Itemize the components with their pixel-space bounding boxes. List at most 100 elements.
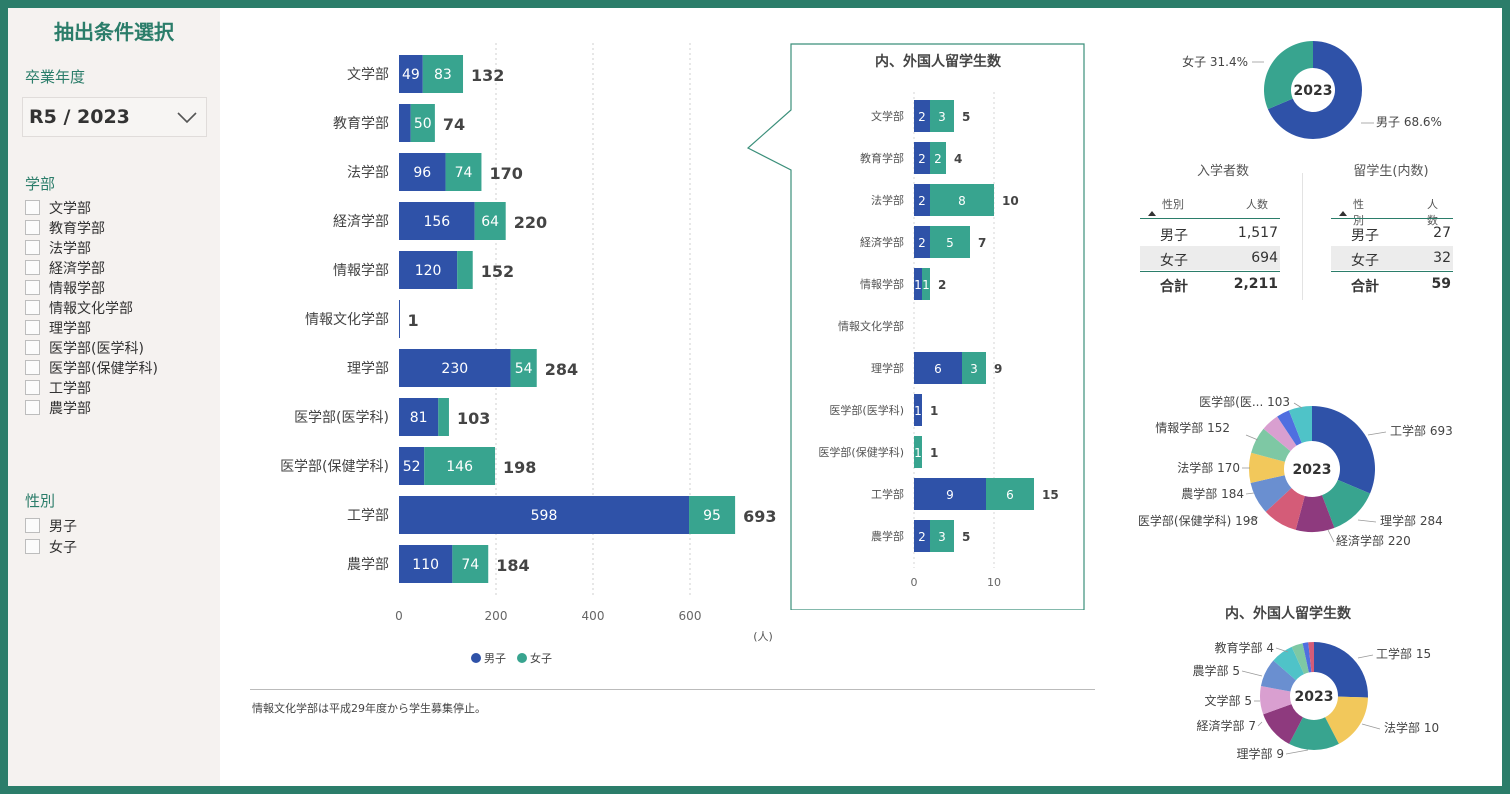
bar-male[interactable] [399,496,690,534]
bar-male[interactable] [399,104,411,142]
bar-male[interactable] [399,251,458,289]
checkbox[interactable] [25,320,40,335]
popup-bar-male[interactable] [914,352,962,384]
donut-slice[interactable] [1291,643,1309,675]
popup-bar-female[interactable] [930,226,970,258]
gender-filter-label: 女子 [49,540,77,556]
donut-slice[interactable] [1273,646,1305,681]
donut-slice[interactable] [1325,696,1368,744]
popup-bar-male[interactable] [914,520,930,552]
bar-total-label: 284 [545,360,578,379]
donut-slice[interactable] [1265,488,1305,530]
popup-bar-male[interactable] [914,142,930,174]
bar-value-label: 52 [403,459,421,475]
bar-male[interactable] [399,447,425,485]
intl-donut-chart: 内、外国人留学生数 2023 工学部 15 法学部 10 理学部 9 経済学部 7 文学部 … [1193,605,1440,761]
table-row: 男子 27 [1331,221,1453,245]
bar-male[interactable] [399,55,423,93]
popup-category-label: 情報学部 [860,277,904,291]
donut-leader-line [1357,519,1377,523]
table-cell: 32 [1433,250,1451,266]
bar-male[interactable] [399,349,511,387]
checkbox[interactable] [25,360,40,375]
donut-slice[interactable] [1289,717,1339,750]
checkbox[interactable] [25,400,40,415]
bar-male[interactable] [399,398,439,436]
popup-bar-female[interactable] [930,142,946,174]
x-tick-label: 600 [679,609,702,623]
bar-total-label: 220 [514,213,547,232]
checkbox[interactable] [25,340,40,355]
donut-slice[interactable] [1288,406,1312,443]
popup-bar-male[interactable] [914,394,922,426]
bar-total-label: 693 [743,507,776,526]
bar-female[interactable] [689,496,736,534]
donut-slice[interactable] [1264,41,1313,110]
donut-leader-line [1245,434,1259,441]
popup-bar-male[interactable] [914,268,922,300]
donut-slice[interactable] [1263,704,1303,744]
checkbox[interactable] [25,280,40,295]
popup-bar-female[interactable] [930,184,994,216]
donut-slice-label: 女子 31.4% [1182,54,1248,69]
checkbox[interactable] [25,300,40,315]
checkbox[interactable] [25,518,40,533]
donut-slice[interactable] [1260,660,1296,692]
donut-slice-label: 経済学部 220 [1336,533,1411,548]
donut-slice[interactable] [1321,479,1371,528]
bar-male[interactable] [399,300,400,338]
bar-female[interactable] [410,104,435,142]
donut-slice[interactable] [1312,406,1375,494]
bar-value-label: 120 [415,263,442,279]
donut-slice[interactable] [1267,41,1362,139]
popup-bar-male[interactable] [914,100,930,132]
year-dropdown[interactable]: R5 / 2023 [22,97,207,137]
checkbox[interactable] [25,380,40,395]
bar-female[interactable] [424,447,496,485]
donut-slice-label: 理学部 284 [1380,513,1443,528]
popup-bar-female[interactable] [962,352,986,384]
bar-female[interactable] [422,55,464,93]
bar-female[interactable] [445,153,482,191]
bar-female[interactable] [452,545,489,583]
popup-bar-value: 2 [918,152,926,166]
popup-bar-male[interactable] [914,226,930,258]
popup-bar-female[interactable] [914,436,922,468]
table-total-label: 合計 [1160,279,1188,295]
popup-bar-female[interactable] [930,520,954,552]
bar-female[interactable] [510,349,537,387]
donut-slice[interactable] [1295,495,1335,532]
bar-female[interactable] [457,251,473,289]
popup-bar-female[interactable] [922,268,930,300]
bar-female[interactable] [438,398,449,436]
bar-male[interactable] [399,202,475,240]
table-cell: 男子 [1160,228,1188,244]
popup-bar-female[interactable] [986,478,1034,510]
donut-slice[interactable] [1251,428,1291,462]
donut-slice[interactable] [1249,452,1285,483]
donut-slice[interactable] [1260,685,1292,715]
x-tick-label: 10 [987,576,1001,589]
popup-bar-total: 10 [1002,194,1019,208]
bar-female[interactable] [474,202,506,240]
bar-male[interactable] [399,153,446,191]
checkbox[interactable] [25,220,40,235]
donut-slice[interactable] [1302,642,1312,673]
checkbox[interactable] [25,240,40,255]
bar-total-label: 132 [471,66,504,85]
popup-bar-male[interactable] [914,184,930,216]
checkbox[interactable] [25,539,40,554]
donut-slice[interactable] [1277,410,1302,446]
popup-bar-value: 1 [914,446,922,460]
popup-bar-male[interactable] [914,478,986,510]
donut-slice[interactable] [1308,642,1314,673]
bar-total-label: 1 [407,311,418,330]
donut-slice[interactable] [1314,642,1368,698]
donut-slice[interactable] [1250,475,1292,512]
popup-bar-female[interactable] [930,100,954,132]
bar-male[interactable] [399,545,453,583]
checkbox[interactable] [25,260,40,275]
donut-slice[interactable] [1263,416,1297,452]
popup-category-label: 法学部 [871,193,904,207]
checkbox[interactable] [25,200,40,215]
